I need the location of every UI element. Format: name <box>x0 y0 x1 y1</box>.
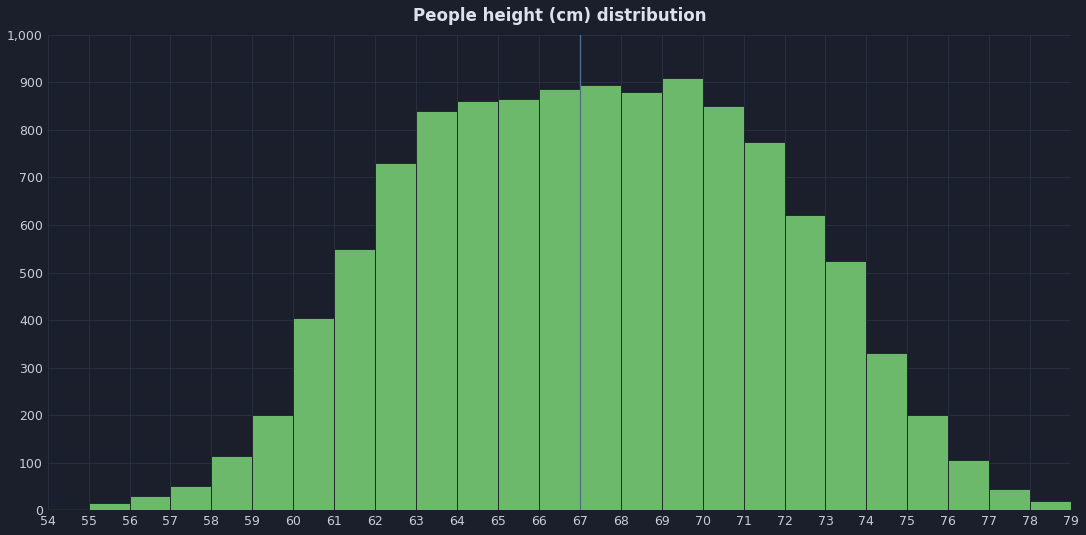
Bar <box>416 111 457 510</box>
Bar <box>580 85 621 510</box>
Bar <box>948 460 989 510</box>
Bar <box>621 92 661 510</box>
Bar <box>89 503 129 510</box>
Bar <box>375 163 416 510</box>
Bar <box>1031 501 1071 510</box>
Bar <box>539 89 580 510</box>
Bar <box>661 78 703 510</box>
Bar <box>334 249 375 510</box>
Bar <box>867 353 908 510</box>
Bar <box>212 455 252 510</box>
Bar <box>908 415 948 510</box>
Bar <box>48 509 89 510</box>
Bar <box>293 318 334 510</box>
Title: People height (cm) distribution: People height (cm) distribution <box>413 7 706 25</box>
Bar <box>784 216 825 510</box>
Bar <box>703 106 744 510</box>
Bar <box>825 261 867 510</box>
Bar <box>744 142 784 510</box>
Bar <box>498 99 539 510</box>
Bar <box>989 489 1031 510</box>
Bar <box>171 486 212 510</box>
Bar <box>1071 508 1086 510</box>
Bar <box>252 415 293 510</box>
Bar <box>457 102 498 510</box>
Bar <box>129 496 171 510</box>
